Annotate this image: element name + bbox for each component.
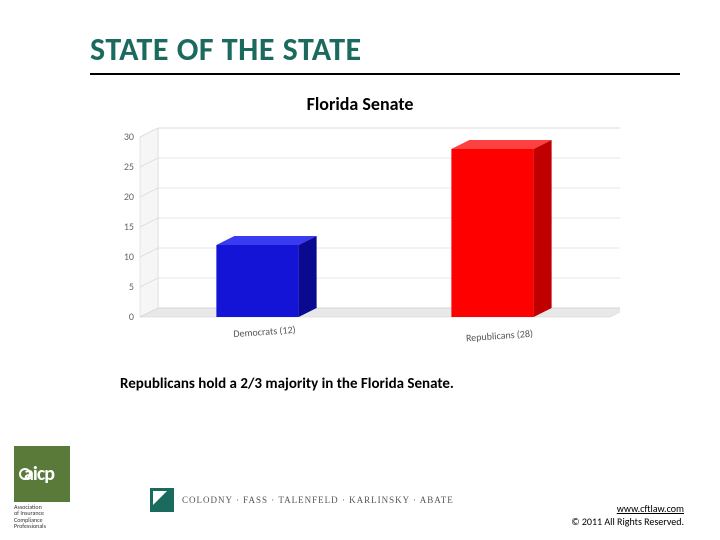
chart-svg: 0 5 10 15 20 25 30 Democrats (12) Republicans (2… [100,127,620,357]
aicp-logo-icon [19,468,31,480]
svg-text:0: 0 [129,310,134,323]
chart-title: Florida Senate [0,93,720,115]
svg-text:10: 10 [124,250,134,263]
lawfirm-icon [150,488,174,512]
svg-text:15: 15 [124,220,134,233]
aicp-logo-box: aicp [14,446,70,502]
footer-url: www.cftlaw.com [617,502,684,515]
svg-text:5: 5 [129,280,134,293]
aicp-logo: aicp Association of Insurance Compliance… [14,446,70,530]
aicp-subtext: Association of Insurance Compliance Prof… [14,504,70,530]
footer-copyright: © 2011 All Rights Reserved. [571,515,684,528]
svg-text:Democrats (12): Democrats (12) [233,323,296,340]
footer: www.cftlaw.com © 2011 All Rights Reserve… [571,502,684,528]
lawfirm-logo: COLODNY · FASS · TALENFELD · KARLINSKY ·… [150,488,454,512]
lawfirm-name: COLODNY · FASS · TALENFELD · KARLINSKY ·… [182,495,454,505]
senate-bar-chart: 0 5 10 15 20 25 30 Democrats (12) Republicans (2… [100,127,620,357]
svg-text:25: 25 [124,160,134,173]
caption-text: Republicans hold a 2/3 majority in the F… [120,375,720,393]
title-underline [90,73,680,75]
svg-text:30: 30 [124,130,134,143]
svg-text:20: 20 [124,190,134,203]
svg-text:Republicans (28): Republicans (28) [466,327,534,345]
page-title: STATE OF THE STATE [90,30,720,69]
